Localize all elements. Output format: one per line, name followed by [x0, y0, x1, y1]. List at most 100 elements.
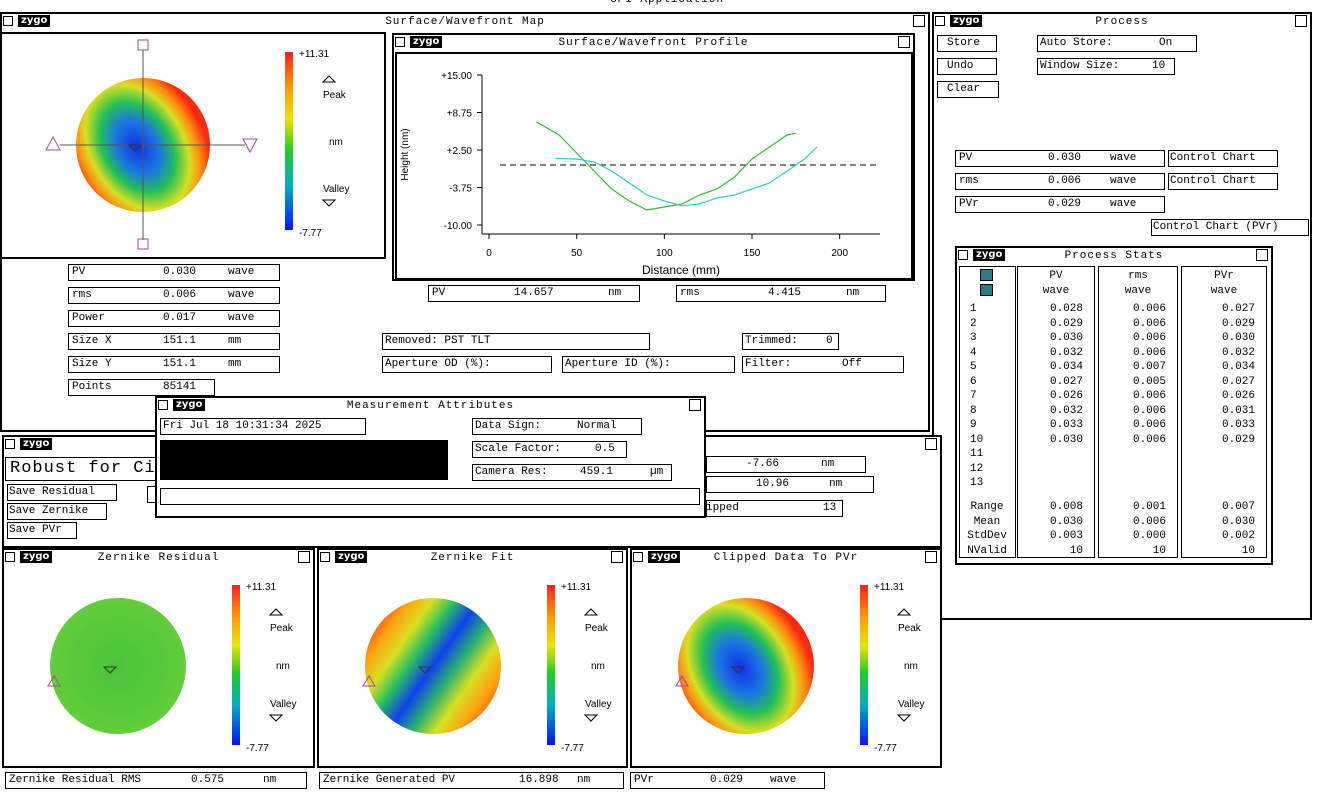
- window-menu[interactable]: [1295, 15, 1307, 27]
- label: Save Zernike: [9, 505, 89, 517]
- field-box: [630, 772, 825, 789]
- label: 0.030: [1049, 433, 1083, 446]
- window-menu[interactable]: [925, 438, 937, 450]
- label: 11: [970, 448, 984, 460]
- field-box: [1037, 58, 1175, 75]
- button[interactable]: [937, 58, 997, 75]
- field-box: [955, 150, 1165, 167]
- close-button[interactable]: [935, 16, 945, 26]
- label: 0.029: [1048, 198, 1082, 210]
- label: 0.026: [1049, 390, 1083, 402]
- close-button[interactable]: [5, 552, 15, 562]
- logo: zygo: [20, 551, 53, 563]
- heading: Robust for Ci: [10, 459, 156, 478]
- label: PV: [432, 287, 446, 299]
- label: rms: [72, 289, 92, 301]
- button[interactable]: [937, 35, 997, 52]
- field-box: [472, 464, 672, 481]
- label: 0.001: [1132, 501, 1166, 513]
- button[interactable]: [1151, 219, 1309, 236]
- label: wave: [228, 289, 255, 301]
- close-button[interactable]: [958, 250, 968, 260]
- label: 4.415: [768, 287, 802, 299]
- label: Trimmed:: [745, 335, 798, 347]
- button[interactable]: [1168, 150, 1278, 167]
- window-menu[interactable]: [925, 551, 937, 563]
- label: 5: [970, 361, 977, 373]
- window-menu[interactable]: [298, 551, 310, 563]
- label: rms: [680, 287, 700, 299]
- label: Zernike Residual RMS: [9, 774, 142, 786]
- window-title: Clipped Data To PVr: [713, 552, 859, 564]
- label: Zernike Generated PV: [323, 774, 456, 786]
- label: nm: [577, 774, 591, 786]
- window-menu[interactable]: [689, 399, 701, 411]
- label: 0.006: [1132, 433, 1166, 446]
- label: µm: [650, 466, 664, 478]
- label: 0.030: [1048, 152, 1082, 164]
- field-box: [428, 285, 640, 302]
- label: 0.003: [1049, 530, 1083, 542]
- window-menu[interactable]: [898, 36, 910, 48]
- field-box: [68, 310, 280, 327]
- logo: zygo: [20, 438, 53, 450]
- label: wave: [770, 774, 797, 786]
- label: Power: [72, 312, 106, 324]
- label: 0.006: [1132, 419, 1166, 431]
- close-button[interactable]: [3, 16, 13, 26]
- label: Points: [72, 381, 112, 393]
- label: 10: [1069, 544, 1083, 557]
- window-menu[interactable]: [611, 551, 623, 563]
- button[interactable]: [1168, 173, 1278, 190]
- label: Clear: [947, 83, 981, 95]
- window-title: Zernike Residual: [97, 552, 220, 564]
- label: 0.028: [1049, 303, 1083, 315]
- label: 0.030: [1049, 332, 1083, 344]
- button[interactable]: [7, 503, 107, 520]
- input-box[interactable]: [160, 488, 700, 505]
- close-button[interactable]: [320, 552, 330, 562]
- label: 0.030: [163, 266, 197, 278]
- label: 10: [1241, 544, 1255, 557]
- label: PVr: [1214, 270, 1234, 282]
- label: 0.006: [1132, 404, 1166, 417]
- label: 9: [970, 419, 977, 431]
- window-menu[interactable]: [913, 15, 925, 27]
- label: Fri Jul 18 10:31:34 2025: [163, 420, 322, 432]
- label: Removed: PST TLT: [385, 335, 491, 347]
- close-button[interactable]: [5, 439, 15, 449]
- stats-column: [1181, 266, 1267, 558]
- label: wave: [228, 312, 255, 324]
- label: 0.027: [1049, 375, 1083, 388]
- logo: zygo: [173, 399, 206, 411]
- window-title: Process: [1095, 16, 1149, 28]
- close-button[interactable]: [395, 37, 405, 47]
- label: 0.032: [1221, 346, 1255, 359]
- button[interactable]: [937, 81, 999, 98]
- label: 6: [970, 375, 977, 388]
- field-box: [562, 356, 735, 373]
- label: 0.006: [1132, 390, 1166, 402]
- label: Camera Res:: [475, 466, 548, 478]
- label: PVr: [634, 774, 654, 786]
- close-button[interactable]: [633, 552, 643, 562]
- label: Off: [842, 358, 862, 370]
- field-box: [742, 333, 839, 350]
- label: 0.030: [1049, 515, 1083, 528]
- label: Scale Factor:: [475, 443, 561, 455]
- window-title: Measurement Attributes: [346, 400, 515, 412]
- label: 0.007: [1221, 501, 1255, 513]
- button[interactable]: [7, 522, 77, 539]
- label: nm: [821, 458, 835, 470]
- label: nm: [608, 287, 622, 299]
- field-box: [706, 476, 874, 493]
- label: 0.000: [1132, 530, 1166, 542]
- field-box: [68, 264, 280, 281]
- close-button[interactable]: [158, 400, 168, 410]
- button[interactable]: [7, 484, 117, 501]
- label: -7.66: [746, 458, 780, 470]
- logo: zygo: [410, 36, 443, 48]
- window-menu[interactable]: [1256, 249, 1268, 261]
- label: On: [1159, 37, 1173, 49]
